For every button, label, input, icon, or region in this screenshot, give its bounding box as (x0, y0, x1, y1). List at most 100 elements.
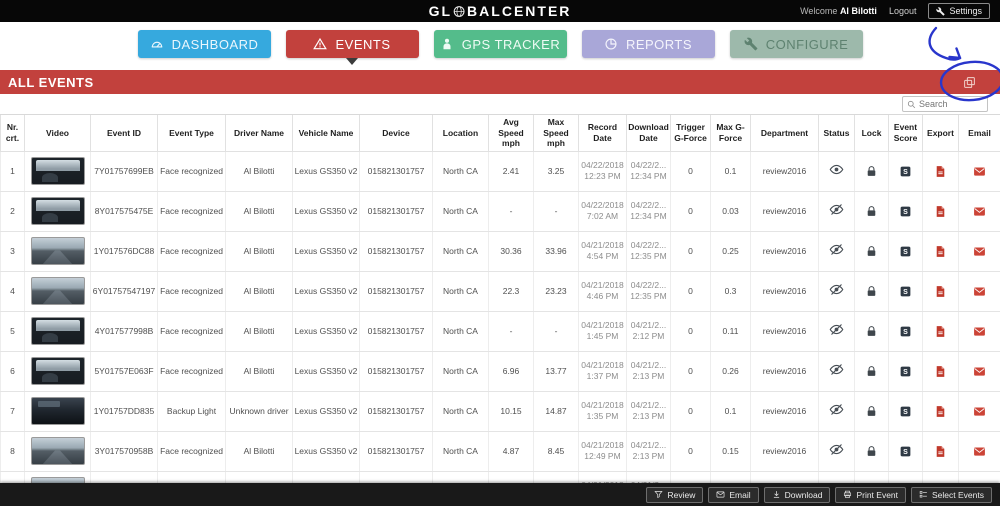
email-envelope-icon[interactable] (973, 445, 986, 458)
email-envelope-icon[interactable] (973, 205, 986, 218)
col-header-max-gforce[interactable]: Max G-Force (710, 115, 751, 152)
table-row[interactable]: 8 3Y017570958B Face recognized Al Bilott… (0, 431, 1000, 472)
events-table-body: 1 7Y01757699EB Face recognized Al Bilott… (0, 151, 1000, 506)
col-header-trigger-gforce[interactable]: Trigger G-Force (670, 115, 711, 152)
table-row[interactable]: 6 5Y01757E063F Face recognized Al Bilott… (0, 351, 1000, 392)
review-button[interactable]: Review (646, 486, 704, 503)
col-header-vehicle-name[interactable]: Vehicle Name (292, 115, 360, 152)
lock-icon[interactable] (865, 285, 878, 298)
export-pdf-icon[interactable] (934, 285, 947, 298)
email-envelope-icon[interactable] (973, 285, 986, 298)
event-score-icon[interactable] (899, 325, 912, 338)
export-pdf-icon[interactable] (934, 165, 947, 178)
export-pdf-icon[interactable] (934, 365, 947, 378)
video-thumbnail[interactable] (30, 157, 85, 186)
col-header-lock[interactable]: Lock (854, 115, 889, 152)
email-envelope-icon[interactable] (973, 405, 986, 418)
video-thumbnail[interactable] (30, 237, 85, 266)
export-pdf-icon[interactable] (934, 445, 947, 458)
lock-icon[interactable] (865, 165, 878, 178)
video-thumbnail[interactable] (30, 277, 85, 306)
event-score-icon[interactable] (899, 165, 912, 178)
export-pdf-icon[interactable] (934, 405, 947, 418)
status-hidden-eye-off-icon[interactable] (829, 362, 844, 377)
cell-trigger-gforce: 0 (670, 271, 711, 312)
email-envelope-icon[interactable] (973, 365, 986, 378)
col-header-nr[interactable]: Nr. crt. (0, 115, 25, 152)
tab-dashboard[interactable]: DASHBOARD (137, 30, 271, 58)
event-score-icon[interactable] (899, 245, 912, 258)
table-row[interactable]: 7 1Y01757DD835 Backup Light Unknown driv… (0, 391, 1000, 432)
cell-event-type: Face recognized (157, 351, 226, 392)
tab-events[interactable]: EVENTS (285, 30, 419, 65)
event-score-icon[interactable] (899, 285, 912, 298)
logout-link[interactable]: Logout (888, 6, 917, 16)
lock-icon[interactable] (865, 325, 878, 338)
col-header-video[interactable]: Video (24, 115, 91, 152)
select-events-button[interactable]: Select Events (911, 486, 992, 503)
export-columns-button[interactable] (963, 76, 976, 89)
event-score-icon[interactable] (899, 405, 912, 418)
status-hidden-eye-off-icon[interactable] (829, 242, 844, 257)
tab-gps-tracker[interactable]: GPS TRACKER (433, 30, 567, 58)
status-hidden-eye-off-icon[interactable] (829, 402, 844, 417)
video-thumbnail[interactable] (30, 437, 85, 466)
status-hidden-eye-off-icon[interactable] (829, 442, 844, 457)
lock-icon[interactable] (865, 365, 878, 378)
video-thumbnail[interactable] (30, 397, 85, 426)
col-header-device[interactable]: Device (359, 115, 433, 152)
search-box[interactable] (902, 96, 988, 112)
cell-max-speed: 8.45 (533, 431, 579, 472)
settings-button[interactable]: Settings (928, 3, 990, 19)
email-envelope-icon[interactable] (973, 325, 986, 338)
col-header-download-date[interactable]: Download Date (626, 115, 671, 152)
status-hidden-eye-off-icon[interactable] (829, 202, 844, 217)
search-input[interactable] (919, 99, 983, 109)
video-thumbnail[interactable] (30, 357, 85, 386)
email-envelope-icon[interactable] (973, 165, 986, 178)
col-header-email[interactable]: Email (958, 115, 1000, 152)
video-thumbnail[interactable] (30, 197, 85, 226)
export-pdf-icon[interactable] (934, 245, 947, 258)
col-header-event-type[interactable]: Event Type (157, 115, 226, 152)
tab-reports[interactable]: REPORTS (581, 30, 715, 58)
cell-event-type: Face recognized (157, 431, 226, 472)
status-hidden-eye-off-icon[interactable] (829, 322, 844, 337)
status-visible-eye-icon[interactable] (829, 162, 844, 177)
table-row[interactable]: 1 7Y01757699EB Face recognized Al Bilott… (0, 151, 1000, 192)
status-hidden-eye-off-icon[interactable] (829, 282, 844, 297)
col-header-location[interactable]: Location (432, 115, 489, 152)
lock-icon[interactable] (865, 405, 878, 418)
col-header-status[interactable]: Status (818, 115, 855, 152)
col-header-driver-name[interactable]: Driver Name (225, 115, 293, 152)
cell-email (958, 231, 1000, 272)
cell-row-number: 5 (0, 311, 25, 352)
table-row[interactable]: 3 1Y017576DC88 Face recognized Al Bilott… (0, 231, 1000, 272)
tab-dashboard-label: DASHBOARD (171, 36, 259, 52)
table-row[interactable]: 2 8Y017575475E Face recognized Al Bilott… (0, 191, 1000, 232)
video-thumbnail[interactable] (30, 317, 85, 346)
export-pdf-icon[interactable] (934, 325, 947, 338)
col-header-department[interactable]: Department (750, 115, 819, 152)
table-row[interactable]: 4 6Y01757547197 Face recognized Al Bilot… (0, 271, 1000, 312)
email-button[interactable]: Email (708, 486, 759, 503)
event-score-icon[interactable] (899, 365, 912, 378)
lock-icon[interactable] (865, 445, 878, 458)
email-envelope-icon[interactable] (973, 245, 986, 258)
lock-icon[interactable] (865, 245, 878, 258)
col-header-max-speed[interactable]: Max Speed mph (533, 115, 579, 152)
export-pdf-icon[interactable] (934, 205, 947, 218)
print-event-button[interactable]: Print Event (835, 486, 907, 503)
col-header-record-date[interactable]: Record Date (578, 115, 627, 152)
event-score-icon[interactable] (899, 205, 912, 218)
col-header-event-id[interactable]: Event ID (90, 115, 158, 152)
col-header-event-score[interactable]: Event Score (888, 115, 923, 152)
lock-icon[interactable] (865, 205, 878, 218)
col-header-avg-speed[interactable]: Avg Speed mph (488, 115, 534, 152)
col-header-export[interactable]: Export (922, 115, 959, 152)
table-row[interactable]: 5 4Y017577998B Face recognized Al Bilott… (0, 311, 1000, 352)
tab-configure[interactable]: CONFIGURE (729, 30, 863, 58)
event-score-icon[interactable] (899, 445, 912, 458)
cell-lock (854, 431, 889, 472)
download-button[interactable]: Download (763, 486, 831, 503)
